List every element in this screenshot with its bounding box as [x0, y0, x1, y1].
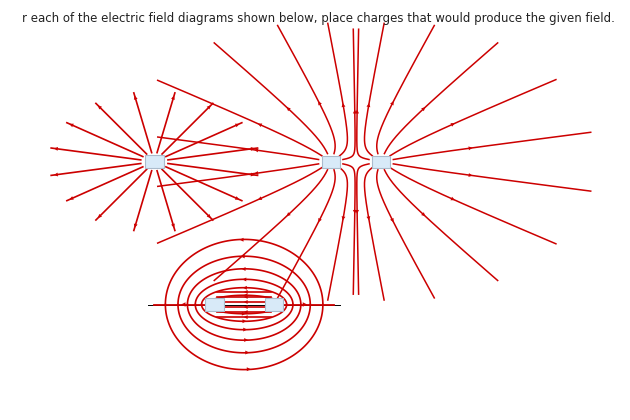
Bar [205, 298, 224, 311]
Bar [372, 156, 390, 168]
Bar [265, 298, 284, 311]
Bar [322, 156, 340, 168]
Text: r each of the electric field diagrams shown below, place charges that would prod: r each of the electric field diagrams sh… [22, 12, 615, 25]
Bar [145, 155, 164, 168]
